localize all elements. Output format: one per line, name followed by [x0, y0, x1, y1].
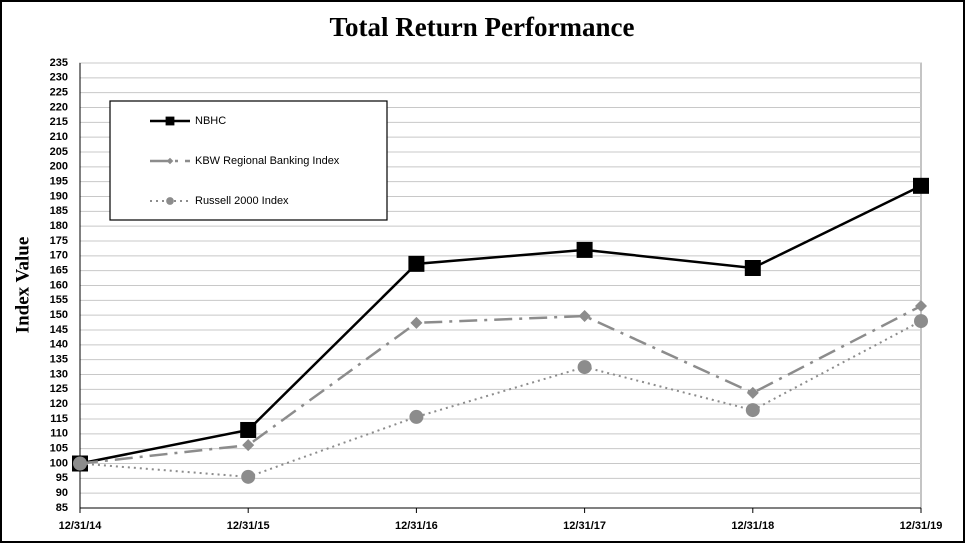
y-tick-label: 235	[50, 57, 68, 69]
y-tick-label: 130	[50, 368, 68, 380]
y-tick-label: 210	[50, 131, 68, 143]
y-tick-label: 175	[50, 235, 68, 247]
y-tick-label: 215	[50, 116, 68, 128]
x-tick-label: 12/31/17	[563, 520, 606, 532]
point	[410, 316, 423, 329]
point	[73, 456, 87, 471]
y-tick-label: 85	[56, 502, 68, 514]
legend-marker	[166, 157, 174, 165]
point	[241, 469, 256, 484]
point	[240, 421, 257, 438]
y-tick-label: 105	[50, 443, 68, 455]
y-axis-label: Index Value	[12, 237, 33, 334]
legend-marker	[165, 116, 175, 126]
y-tick-label: 155	[50, 294, 68, 306]
y-tick-label: 115	[50, 413, 68, 425]
point	[915, 299, 927, 312]
x-tick-label: 12/31/19	[900, 520, 943, 532]
chart-title: Total Return Performance	[330, 12, 635, 42]
y-tick-label: 225	[50, 87, 68, 99]
legend-marker	[166, 197, 174, 205]
point	[408, 255, 425, 272]
x-tick-label: 12/31/16	[395, 520, 438, 532]
point	[913, 177, 929, 194]
point	[745, 403, 760, 418]
series-line	[79, 304, 922, 465]
y-tick-label: 95	[56, 472, 68, 484]
y-tick-label: 220	[50, 101, 68, 113]
y-tick-label: 150	[50, 309, 68, 321]
point	[577, 360, 592, 375]
y-tick-label: 180	[50, 220, 68, 232]
y-tick-label: 165	[50, 265, 68, 277]
y-tick-label: 140	[50, 339, 68, 351]
point	[578, 310, 591, 323]
y-tick-label: 170	[50, 250, 68, 262]
series-line	[79, 184, 922, 465]
point	[746, 386, 759, 399]
x-tick-label: 12/31/15	[227, 520, 270, 532]
x-tick-label: 12/31/18	[731, 520, 774, 532]
point	[409, 409, 424, 424]
point	[914, 314, 928, 329]
legend-label: NBHC	[195, 115, 226, 127]
legend-label: KBW Regional Banking Index	[195, 155, 340, 167]
x-tick-label: 12/31/14	[59, 520, 103, 532]
y-tick-label: 145	[50, 324, 68, 336]
y-tick-label: 185	[50, 205, 68, 217]
y-tick-label: 90	[56, 487, 68, 499]
point	[744, 259, 761, 276]
y-tick-label: 120	[50, 398, 68, 410]
y-tick-label: 100	[50, 457, 68, 469]
y-tick-label: 110	[50, 428, 68, 440]
y-tick-label: 125	[50, 383, 68, 395]
y-tick-label: 205	[50, 146, 68, 158]
y-tick-label: 195	[50, 176, 68, 188]
y-tick-label: 135	[50, 354, 68, 366]
y-tick-label: 200	[50, 161, 68, 173]
y-tick-label: 230	[50, 72, 68, 84]
y-tick-label: 190	[50, 190, 68, 202]
point	[576, 241, 593, 258]
y-tick-label: 160	[50, 279, 68, 291]
legend-label: Russell 2000 Index	[195, 195, 289, 207]
point	[242, 439, 255, 452]
